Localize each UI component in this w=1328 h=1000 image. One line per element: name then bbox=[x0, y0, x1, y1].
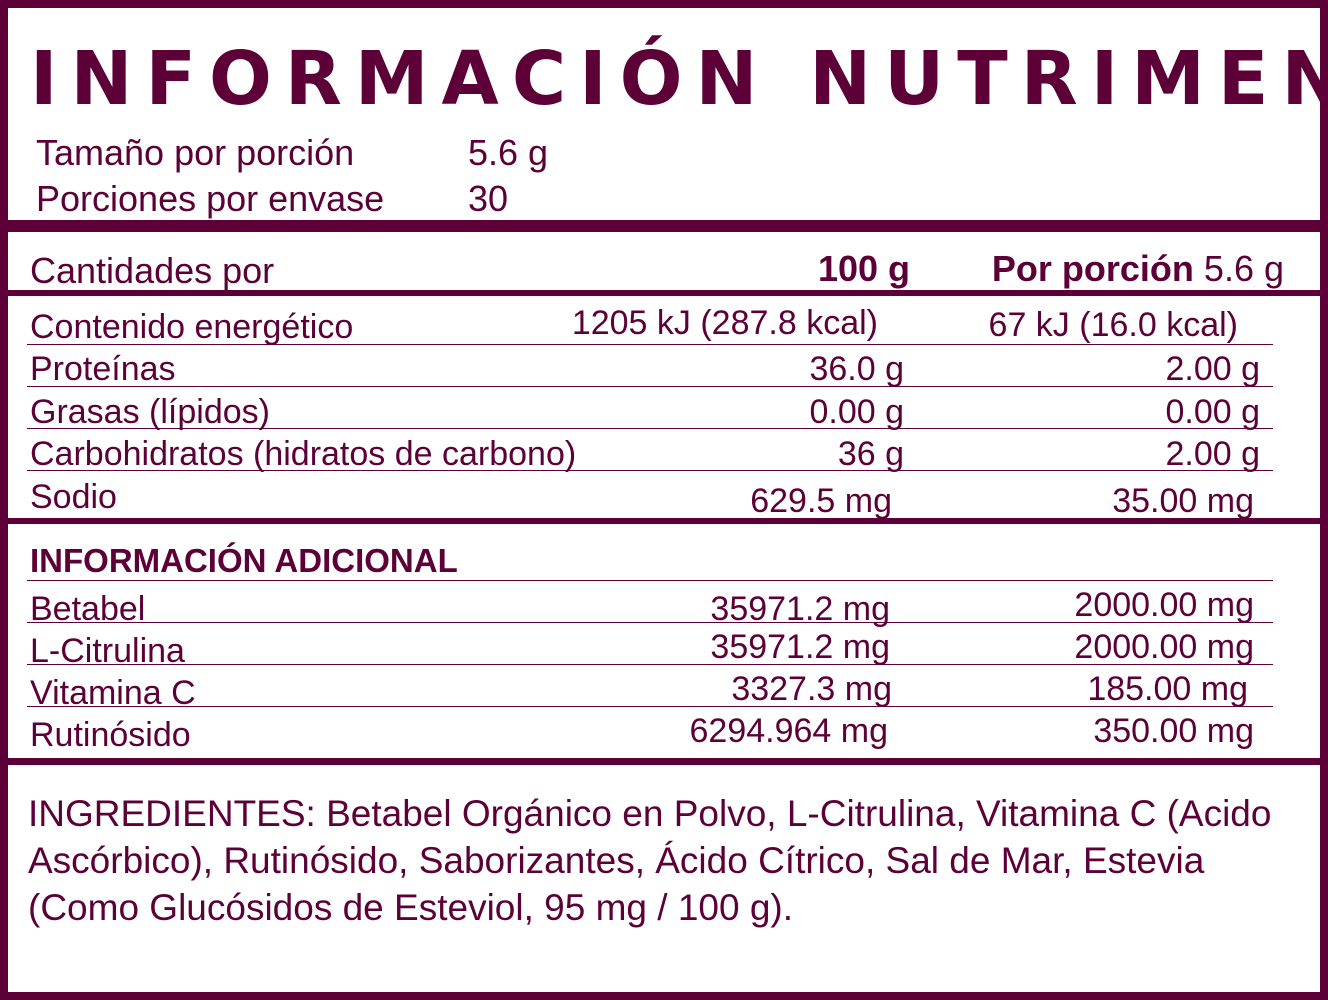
nutrient-per100: 1205 kJ (287.8 kcal) bbox=[571, 304, 878, 342]
nutrient-per100: 0.00 g bbox=[809, 393, 904, 431]
servings-count-label: Porciones por envase bbox=[36, 178, 385, 219]
header-label: Cantidades por bbox=[30, 250, 275, 291]
additional-name: Betabel bbox=[30, 590, 146, 628]
additional-per100: 35971.2 mg bbox=[710, 590, 890, 628]
header-serving-label: Por porción bbox=[991, 248, 1194, 289]
header-col-100g: 100 g bbox=[817, 248, 910, 289]
additional-per-serving: 2000.00 mg bbox=[1074, 586, 1254, 624]
serving-size-value: 5.6 g bbox=[468, 132, 549, 173]
row-divider bbox=[27, 706, 1273, 707]
additional-per100: 3327.3 mg bbox=[731, 670, 892, 708]
nutrient-per-serving: 67 kJ (16.0 kcal) bbox=[988, 306, 1238, 344]
divider bbox=[8, 220, 1320, 232]
header-col-serving: Por porción 5.6 g bbox=[992, 248, 1284, 290]
nutrient-per-serving: 0.00 g bbox=[1165, 393, 1260, 431]
additional-name: L-Citrulina bbox=[30, 632, 185, 670]
nutrient-name: Grasas (lípidos) bbox=[30, 393, 270, 431]
row-divider bbox=[27, 386, 1273, 387]
nutrient-per100: 36.0 g bbox=[809, 350, 904, 388]
row-divider bbox=[27, 344, 1273, 345]
header-serving-value: 5.6 g bbox=[1203, 248, 1284, 289]
nutrient-per100: 629.5 mg bbox=[750, 482, 892, 520]
serving-size-label: Tamaño por porción bbox=[36, 132, 355, 173]
row-divider bbox=[27, 580, 1273, 581]
nutrient-name: Sodio bbox=[30, 478, 117, 516]
additional-per-serving: 2000.00 mg bbox=[1074, 628, 1254, 666]
nutrient-per-serving: 2.00 g bbox=[1165, 350, 1260, 388]
row-divider bbox=[27, 428, 1273, 429]
nutrient-name: Proteínas bbox=[30, 350, 176, 388]
additional-heading: INFORMACIÓN ADICIONAL bbox=[30, 542, 458, 579]
label-title: INFORMACIÓN NUTRIMENTAL bbox=[30, 36, 1320, 122]
divider bbox=[8, 518, 1320, 524]
additional-per-serving: 185.00 mg bbox=[1087, 670, 1248, 708]
row-divider bbox=[27, 622, 1273, 623]
nutrient-per-serving: 35.00 mg bbox=[1112, 482, 1254, 520]
ingredients-text: INGREDIENTES: Betabel Orgánico en Polvo,… bbox=[28, 793, 1272, 928]
additional-per100: 6294.964 mg bbox=[689, 712, 889, 750]
nutrient-per-serving: 2.00 g bbox=[1165, 435, 1260, 473]
additional-per100: 35971.2 mg bbox=[710, 628, 890, 666]
additional-per-serving: 350.00 mg bbox=[1093, 712, 1254, 750]
servings-count-value: 30 bbox=[468, 178, 509, 219]
nutrient-name: Carbohidratos (hidratos de carbono) bbox=[30, 435, 577, 473]
row-divider bbox=[27, 664, 1273, 665]
additional-name: Rutinósido bbox=[30, 716, 191, 754]
divider bbox=[8, 758, 1320, 765]
nutrient-name: Contenido energético bbox=[30, 308, 354, 346]
additional-name: Vitamina C bbox=[30, 674, 196, 712]
divider bbox=[8, 290, 1320, 296]
nutrient-per100: 36 g bbox=[837, 435, 904, 473]
row-divider bbox=[27, 470, 1273, 471]
